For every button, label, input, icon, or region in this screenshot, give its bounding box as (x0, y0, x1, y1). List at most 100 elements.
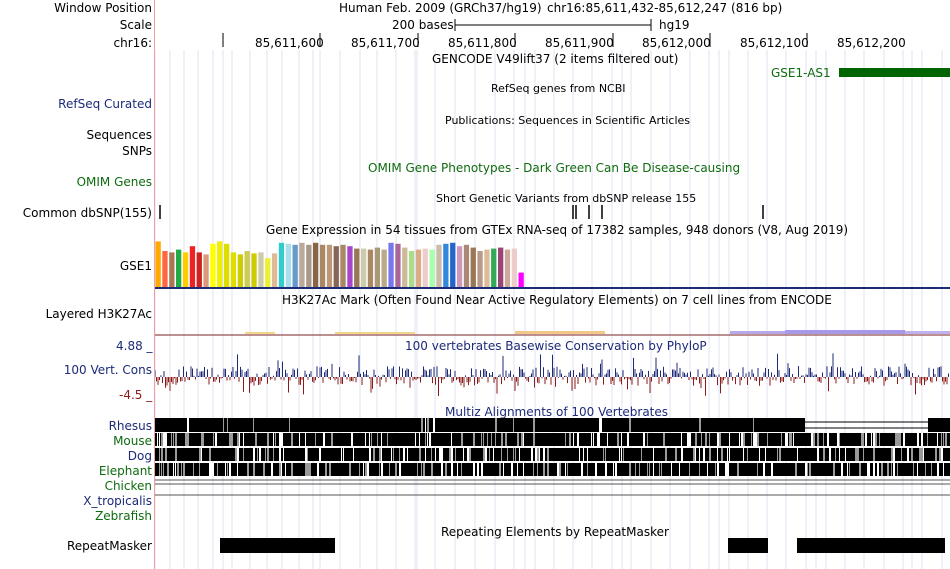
h3k27ac-track-label[interactable]: Layered H3K27Ac (45, 307, 152, 321)
multiz-row-elephant-gap (457, 463, 458, 476)
multiz-row-mouse-gap (305, 433, 306, 446)
multiz-row-mouse-gap (741, 433, 743, 446)
gtex-bar (415, 249, 422, 287)
multiz-row-mouse-gap (757, 433, 759, 446)
gtex-baseline (155, 287, 950, 289)
multiz-row-elephant-gap (237, 463, 238, 476)
multiz-row-dog-gap (907, 448, 909, 461)
species-label-zebrafish[interactable]: Zebrafish (95, 509, 152, 523)
multiz-row-mouse-gap (159, 433, 160, 446)
multiz-row-dog-gap (923, 448, 924, 461)
multiz-row-dog-gap (467, 448, 469, 461)
multiz-row-mouse-gap (755, 433, 757, 446)
gene-bar-gse1-as1[interactable] (839, 68, 950, 77)
multiz-row-mouse-gap (837, 433, 839, 446)
multiz-row-mouse-gap (481, 433, 482, 446)
multiz-row-dog-gap (727, 448, 728, 461)
gtex-bar (518, 272, 524, 287)
conservation-wiggle[interactable] (155, 352, 950, 404)
species-label-dog[interactable]: Dog (127, 449, 152, 463)
repeat-element[interactable] (797, 538, 945, 553)
cons-track-label[interactable]: 100 Vert. Cons (63, 363, 152, 377)
multiz-row-elephant-gap (363, 463, 364, 476)
species-label-chicken[interactable]: Chicken (104, 479, 152, 493)
gtex-bar (217, 241, 223, 287)
multiz-alignment-rows[interactable] (155, 418, 950, 498)
multiz-row-dog-gap (863, 448, 864, 461)
gtex-bar (333, 246, 339, 287)
gtex-bar (224, 243, 230, 287)
multiz-row-dog-gap (319, 448, 321, 461)
multiz-row-mouse-gap (523, 433, 524, 446)
multiz-row-rhesus-gap (629, 418, 631, 432)
multiz-row-mouse-gap (505, 433, 507, 446)
omim-track-label[interactable]: OMIM Genes (76, 175, 152, 189)
multiz-row-elephant-gap (547, 463, 549, 476)
multiz-row-elephant-gap (431, 463, 433, 476)
multiz-row-dog-gap (681, 448, 683, 461)
gtex-bar (251, 253, 257, 287)
multiz-row-elephant-gap (605, 463, 607, 476)
gtex-bar (456, 246, 463, 287)
multiz-row-elephant-gap (193, 463, 194, 476)
multiz-row-dog-gap (653, 448, 654, 461)
multiz-row-mouse-gap (787, 433, 788, 446)
h3k27ac-signal[interactable] (155, 326, 950, 338)
ruler-tick-label: 85,611,700 (351, 36, 420, 50)
refseq-track-label[interactable]: RefSeq Curated (58, 97, 152, 111)
sequences-track-label[interactable]: Sequences (86, 128, 152, 142)
multiz-row-mouse-gap (451, 433, 452, 446)
multiz-row-elephant-gap (763, 463, 765, 476)
species-label-elephant[interactable]: Elephant (98, 464, 152, 478)
multiz-row-mouse-gap (789, 433, 791, 446)
multiz-row-elephant-gap (725, 463, 727, 476)
multiz-row-dog-gap (175, 448, 177, 461)
multiz-row-mouse-gap (701, 433, 702, 446)
multiz-row-elephant-gap (937, 463, 939, 476)
multiz-row-elephant-gap (629, 463, 631, 476)
multiz-track-title: Multiz Alignments of 100 Vertebrates (445, 405, 669, 419)
multiz-row-mouse-gap (823, 433, 824, 446)
multiz-row-elephant-gap (859, 463, 861, 476)
multiz-row-mouse-gap (381, 433, 382, 446)
repeat-element[interactable] (220, 538, 335, 553)
multiz-row-elephant-gap (317, 463, 319, 476)
ruler-ticks (222, 33, 808, 47)
multiz-row-dog-gap (373, 448, 375, 461)
multiz-row-dog-gap (407, 448, 408, 461)
multiz-row-dog-gap (243, 448, 244, 461)
species-label-mouse[interactable]: Mouse (113, 434, 152, 448)
gtex-bar (278, 242, 285, 287)
repeat-element[interactable] (728, 538, 768, 553)
multiz-row-mouse-gap (239, 433, 240, 446)
gtex-bar (271, 253, 278, 287)
species-label-x-tropicalis[interactable]: X_tropicalis (83, 494, 152, 508)
multiz-row-mouse-gap (299, 433, 300, 446)
gtex-expression-bars[interactable] (155, 238, 535, 288)
multiz-row-mouse-gap (369, 433, 370, 446)
multiz-row-mouse-gap (597, 433, 599, 446)
gtex-track-label[interactable]: GSE1 (119, 259, 152, 273)
repeatmasker-track-label[interactable]: RepeatMasker (66, 539, 152, 553)
multiz-row-dog-gap (817, 448, 819, 461)
gene-label-gse1-as1[interactable]: GSE1-AS1 (771, 66, 831, 80)
multiz-row-dog-gap (759, 448, 760, 461)
multiz-row-mouse-gap (689, 433, 691, 446)
species-label-rhesus[interactable]: Rhesus (108, 419, 152, 433)
multiz-row-elephant-gap (389, 463, 390, 476)
multiz-row-mouse-gap (607, 433, 608, 446)
dbsnp-track-label[interactable]: Common dbSNP(155) (22, 206, 152, 220)
multiz-row-mouse-gap (215, 433, 217, 446)
multiz-row-mouse-gap (937, 433, 938, 446)
dbsnp-variant-marks[interactable] (155, 204, 950, 220)
multiz-row-rhesus (155, 418, 805, 432)
snps-track-label[interactable]: SNPs (122, 144, 152, 158)
multiz-row-mouse-gap (281, 433, 283, 446)
multiz-row-mouse-gap (811, 433, 813, 446)
gtex-bar (498, 247, 504, 287)
multiz-row-mouse-gap (899, 433, 901, 446)
multiz-row-elephant-gap (349, 463, 351, 476)
multiz-row-dog-gap (901, 448, 902, 461)
multiz-row-elephant-gap (309, 463, 311, 476)
multiz-row-mouse-gap (351, 433, 353, 446)
